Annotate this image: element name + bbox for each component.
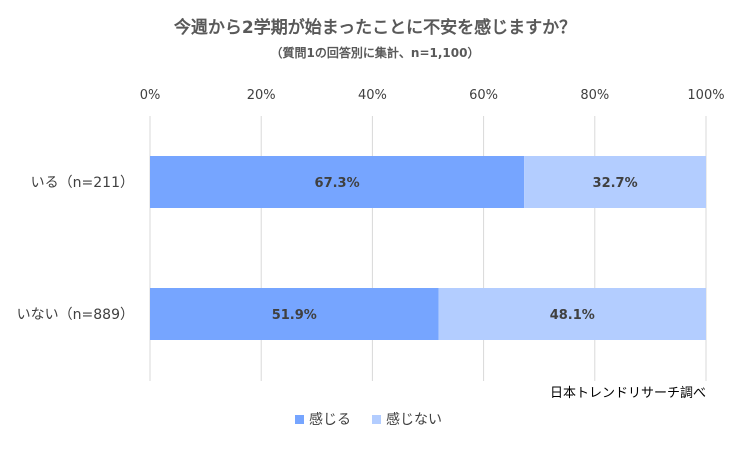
legend-swatch [372, 415, 381, 424]
data-label: 48.1% [550, 308, 595, 323]
x-tick-label: 60% [469, 88, 498, 103]
x-tick-label: 80% [580, 88, 609, 103]
source-note: 日本トレンドリサーチ調べ [550, 386, 706, 401]
x-tick-label: 100% [687, 88, 724, 103]
x-tick-label: 20% [247, 88, 276, 103]
bar-segment [524, 156, 706, 208]
chart-title: 今週から2学期が始まったことに不安を感じますか？ [174, 17, 576, 38]
chart-subtitle: （質問1の回答別に集計、n=1,100） [271, 45, 480, 60]
bar-segment [150, 156, 525, 208]
x-tick-label: 40% [358, 88, 387, 103]
bar-segment [150, 288, 439, 340]
category-label: いる（n=211） [31, 175, 134, 191]
bar-segment [438, 288, 706, 340]
legend-label: 感じない [386, 411, 442, 428]
legend-swatch [295, 415, 304, 424]
data-label: 67.3% [315, 176, 360, 191]
data-label: 32.7% [593, 176, 638, 191]
legend-label: 感じる [309, 411, 351, 428]
x-tick-label: 0% [140, 88, 161, 103]
category-label: いない（n=889） [17, 307, 134, 323]
data-label: 51.9% [272, 308, 317, 323]
